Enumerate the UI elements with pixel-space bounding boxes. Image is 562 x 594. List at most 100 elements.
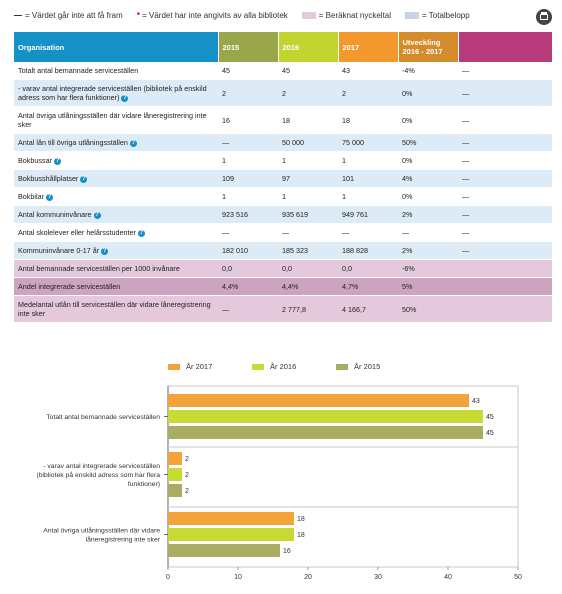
cell-dev: 0%	[398, 106, 458, 134]
bar	[168, 394, 469, 407]
chart-legend-item: År 2016	[252, 362, 296, 371]
bar	[168, 544, 280, 557]
cell-value: —	[462, 192, 470, 201]
cell-extra: —	[458, 62, 552, 80]
data-label: 45	[486, 430, 494, 437]
info-icon[interactable]: ?	[80, 175, 88, 183]
cell-v15: 2	[218, 79, 278, 107]
cell-value: —	[462, 66, 470, 75]
cell-v15: 16	[218, 106, 278, 134]
cell-dev: 0%	[398, 151, 458, 170]
row-label: Bokbilar?	[14, 187, 218, 206]
x-tick-label: 30	[374, 574, 382, 581]
cell-dev: 2%	[398, 241, 458, 260]
cell-v15: —	[218, 295, 278, 323]
legend-item: = Totalbelopp	[405, 11, 470, 20]
cell-value: 182 010	[222, 246, 248, 255]
cell-v16: —	[278, 223, 338, 242]
legend-swatch	[168, 363, 180, 370]
info-icon[interactable]: ?	[93, 211, 101, 219]
cell-value: 0%	[402, 192, 413, 201]
data-label: 43	[472, 398, 480, 405]
cell-v17: 101	[338, 169, 398, 188]
info-icon[interactable]: ?	[53, 157, 61, 165]
row-label: Kommuninvånare 0-17 år?	[14, 241, 218, 260]
cell-value: 949 761	[342, 210, 368, 219]
cell-dev: 50%	[398, 295, 458, 323]
cell-value: 4,4%	[282, 282, 299, 291]
category-label: Totalt antal bemannade serviceställen	[46, 414, 160, 421]
category-label-line: Totalt antal bemannade serviceställen	[46, 414, 160, 421]
row-label-text: Antal skolelever eller helårsstudenter	[18, 228, 136, 237]
row-label-text: Bokbussar	[18, 156, 52, 165]
cell-v15: 182 010	[218, 241, 278, 260]
cell-v15: —	[218, 223, 278, 242]
row-label-text: Bokbilar	[18, 192, 44, 201]
info-icon[interactable]: ?	[129, 139, 137, 147]
bar	[168, 452, 182, 465]
cell-value: 50%	[402, 304, 417, 314]
cell-value: 0%	[402, 88, 413, 98]
row-label: - varav antal integrerade serviceställen…	[14, 79, 218, 107]
x-tick-label: 20	[304, 574, 312, 581]
cell-v16: 2 777,8	[278, 295, 338, 323]
x-tick-label: 50	[514, 574, 522, 581]
header-organisation: Organisation	[14, 32, 219, 62]
cell-value: 2 777,8	[282, 304, 306, 314]
cell-value: 16	[222, 115, 230, 125]
cell-v15: 109	[218, 169, 278, 188]
cell-value: —	[462, 138, 470, 147]
cell-value: 2%	[402, 210, 413, 219]
cell-v15: —	[218, 133, 278, 152]
cell-extra	[458, 277, 552, 296]
row-label-text: Andel integrerade serviceställen	[18, 282, 121, 291]
cell-dev: 0%	[398, 79, 458, 107]
cell-value: 45	[222, 66, 230, 75]
cell-value: 18	[342, 115, 350, 125]
info-icon[interactable]: ?	[101, 247, 109, 255]
row-label-text: Antal lån till övriga utlåningsställen	[18, 138, 128, 147]
row-label: Antal övriga utlåningsställen där vidare…	[14, 106, 218, 134]
cell-value: -4%	[402, 66, 415, 75]
cell-value: —	[462, 210, 470, 219]
info-icon[interactable]: ?	[121, 94, 129, 102]
cell-dev: 2%	[398, 205, 458, 224]
table-header-row: Organisation 2015 2016 2017 Utveckling 2…	[14, 32, 552, 62]
legend-item: = Värdet går inte att få fram	[14, 11, 123, 20]
print-icon[interactable]	[536, 9, 552, 25]
statistics-table: Organisation 2015 2016 2017 Utveckling 2…	[14, 32, 552, 323]
cell-v15: 4,4%	[218, 277, 278, 296]
cell-dev: 4%	[398, 169, 458, 188]
cell-v17: 188 828	[338, 241, 398, 260]
cell-v16: 185 323	[278, 241, 338, 260]
bar	[168, 528, 294, 541]
legend-label: = Värdet har inte angivits av alla bibli…	[142, 10, 288, 20]
cell-value: 50%	[402, 138, 417, 147]
x-tick-label: 0	[166, 574, 170, 581]
cell-extra: —	[458, 205, 552, 224]
legend-swatch	[336, 363, 348, 370]
x-tick-label: 40	[444, 574, 452, 581]
row-label: Medelantal utlån till serviceställen där…	[14, 295, 218, 323]
info-icon[interactable]: ?	[137, 229, 145, 237]
table-row: Antal lån till övriga utlåningsställen? —…	[14, 133, 552, 152]
color-swatch	[405, 11, 420, 19]
table-row: Antal övriga utlåningsställen där vidare…	[14, 106, 552, 134]
cell-value: —	[462, 174, 470, 183]
cell-value: 0%	[402, 115, 413, 125]
cell-extra: —	[458, 241, 552, 260]
cell-value: —	[462, 115, 470, 125]
cell-v16: 1	[278, 151, 338, 170]
cell-value: -6%	[402, 264, 415, 273]
row-label-text: Medelantal utlån till serviceställen där…	[18, 300, 211, 318]
cell-value: 75 000	[342, 138, 364, 147]
data-label: 2	[185, 456, 189, 463]
data-label: 45	[486, 414, 494, 421]
cell-dev: 50%	[398, 133, 458, 152]
legend-series-name: År 2016	[270, 362, 297, 371]
info-icon[interactable]: ?	[45, 193, 53, 201]
category-label-line: Antal övriga utlåningsställen där vidare	[43, 527, 160, 535]
table-row: Antal bemannade serviceställen per 1000 …	[14, 259, 552, 278]
legend-series-name: År 2017	[186, 362, 213, 371]
dash-icon	[14, 14, 22, 16]
